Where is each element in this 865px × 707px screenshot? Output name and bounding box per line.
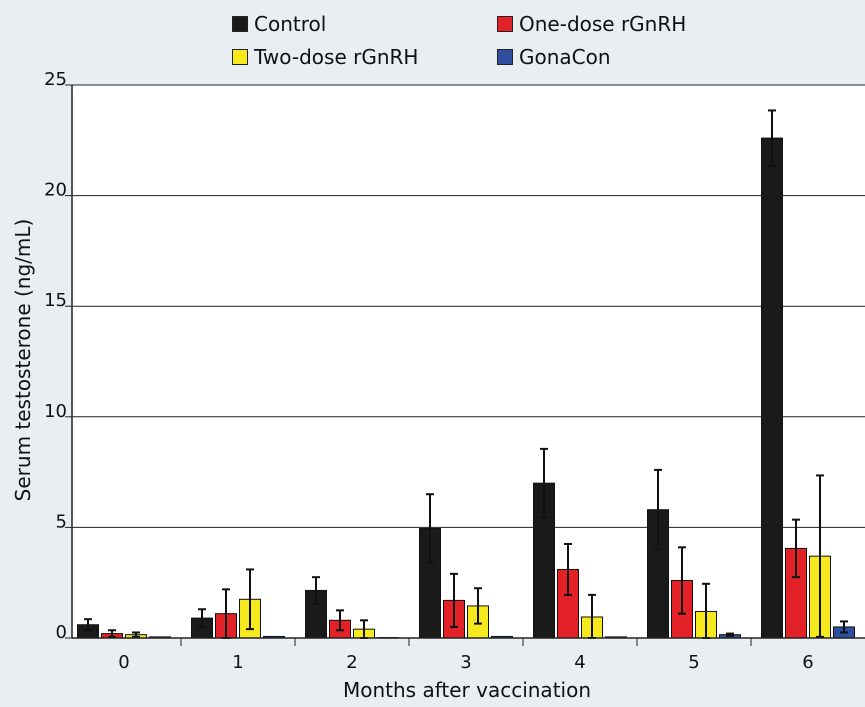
legend-item-two-dose: Two-dose rGnRH <box>232 45 418 69</box>
error-bar-two-dose-rgnrh-month-6 <box>816 474 824 638</box>
y-tick-label-15: 15 <box>44 290 67 311</box>
one-dose-swatch <box>497 16 513 32</box>
legend-label-two-dose: Two-dose rGnRH <box>254 45 419 69</box>
error-bar-control-month-6 <box>768 109 776 167</box>
y-tick-label-25: 25 <box>44 69 67 90</box>
plot-area <box>72 85 865 638</box>
two-dose-swatch <box>232 49 248 65</box>
error-bar-one-dose-rgnrh-month-3 <box>450 572 458 628</box>
legend-label-one-dose: One-dose rGnRH <box>519 12 687 36</box>
error-bar-control-month-4 <box>540 447 548 519</box>
error-bar-one-dose-rgnrh-month-0 <box>108 629 116 638</box>
control-swatch <box>232 16 248 32</box>
error-bar-control-month-2 <box>312 576 320 605</box>
x-tick-label-1: 1 <box>232 652 243 673</box>
bar-control-month-6 <box>761 137 783 639</box>
error-bar-control-month-3 <box>426 493 434 564</box>
x-tick-label-4: 4 <box>574 652 585 673</box>
y-axis-title: Serum testosterone (ng/mL) <box>11 219 35 502</box>
error-bar-gonacon-month-6 <box>840 620 848 634</box>
error-bar-one-dose-rgnrh-month-2 <box>336 609 344 632</box>
y-tick-label-10: 10 <box>44 401 67 422</box>
error-bar-gonacon-month-5 <box>726 632 734 637</box>
y-tick-label-0: 0 <box>56 622 67 643</box>
x-tick-label-6: 6 <box>802 652 813 673</box>
legend-item-gonacon: GonaCon <box>497 45 611 69</box>
legend-item-control: Control <box>232 12 326 36</box>
error-bar-control-month-1 <box>198 608 206 628</box>
legend-item-one-dose: One-dose rGnRH <box>497 12 686 36</box>
error-bar-two-dose-rgnrh-month-0 <box>132 631 140 638</box>
x-axis-title: Months after vaccination <box>343 678 591 702</box>
x-tick-label-0: 0 <box>118 652 129 673</box>
error-bar-one-dose-rgnrh-month-6 <box>792 518 800 579</box>
x-tick-label-5: 5 <box>688 652 699 673</box>
x-tick-label-2: 2 <box>346 652 357 673</box>
bars-layer <box>77 109 855 639</box>
error-bar-control-month-0 <box>84 618 92 632</box>
gonacon-swatch <box>497 49 513 65</box>
legend-label-gonacon: GonaCon <box>519 45 611 69</box>
y-tick-label-20: 20 <box>44 180 67 201</box>
error-bar-two-dose-rgnrh-month-1 <box>246 568 254 631</box>
axes: 0 5 10 15 20 25 0 1 2 3 4 5 6 <box>44 69 865 673</box>
error-bar-two-dose-rgnrh-month-3 <box>474 587 482 625</box>
y-tick-label-5: 5 <box>56 511 67 532</box>
error-bar-control-month-5 <box>654 468 662 551</box>
x-tick-label-3: 3 <box>460 652 471 673</box>
error-bar-one-dose-rgnrh-month-4 <box>564 542 572 596</box>
gridlines <box>72 84 865 638</box>
legend-label-control: Control <box>254 12 327 36</box>
error-bar-one-dose-rgnrh-month-5 <box>678 546 686 615</box>
